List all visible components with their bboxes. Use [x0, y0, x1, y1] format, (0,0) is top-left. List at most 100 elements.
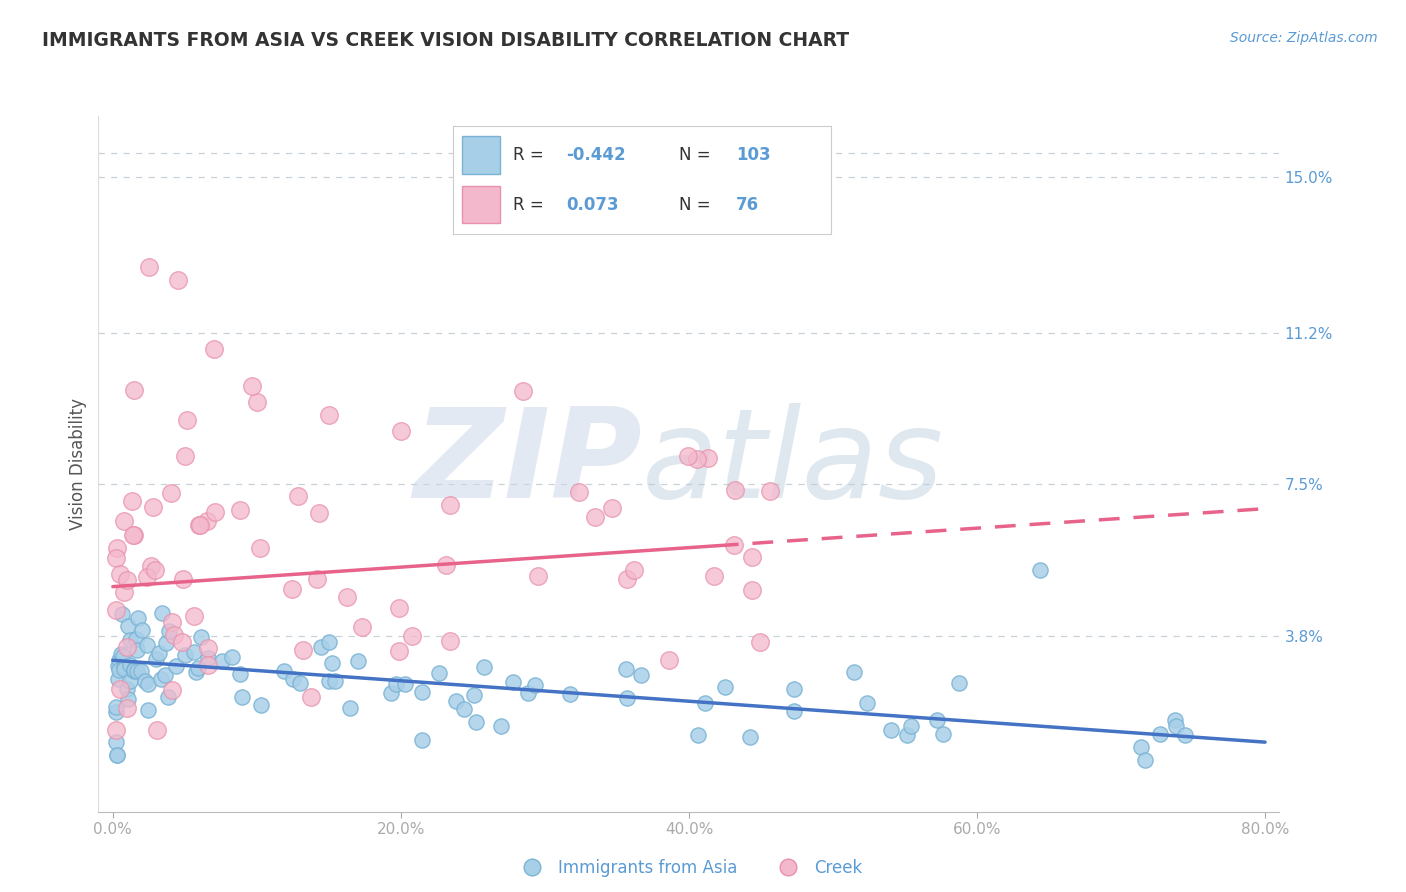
Point [122, 528, 145, 542]
Point [1164, 714, 1187, 728]
Point [783, 704, 806, 718]
Point [104, 735, 127, 749]
Text: ZIP: ZIP [413, 403, 641, 524]
Point [1130, 740, 1153, 755]
Point [228, 667, 250, 681]
Point [896, 728, 918, 742]
Point [163, 628, 186, 642]
Point [197, 651, 219, 665]
Point [311, 640, 333, 654]
Point [104, 723, 127, 737]
Point [240, 379, 263, 393]
Point [122, 528, 145, 542]
Point [388, 601, 411, 615]
Point [104, 550, 127, 565]
Point [149, 672, 172, 686]
Point [339, 701, 361, 715]
Point [502, 675, 524, 690]
Point [472, 659, 495, 673]
Point [512, 384, 534, 399]
Point [188, 518, 211, 533]
Point [465, 715, 488, 730]
Point [748, 634, 770, 648]
Point [688, 728, 710, 742]
Point [614, 662, 637, 676]
Point [658, 653, 681, 667]
Point [411, 733, 433, 747]
Point [900, 719, 922, 733]
Point [741, 582, 763, 597]
Point [347, 654, 370, 668]
Point [183, 645, 205, 659]
Point [211, 654, 233, 668]
Point [568, 485, 591, 500]
Point [307, 572, 329, 586]
Point [380, 686, 402, 700]
Point [108, 663, 131, 677]
Point [150, 606, 173, 620]
Point [697, 451, 720, 466]
Point [129, 664, 152, 678]
Point [678, 449, 700, 463]
Point [127, 610, 149, 624]
Point [204, 505, 226, 519]
Point [221, 650, 243, 665]
Point [1164, 719, 1187, 733]
Point [112, 660, 135, 674]
Point [925, 714, 948, 728]
Point [197, 657, 219, 672]
Point [249, 698, 271, 712]
Point [287, 489, 309, 503]
Point [190, 630, 212, 644]
Point [703, 568, 725, 582]
Point [138, 260, 160, 275]
Point [172, 635, 194, 649]
Point [453, 702, 475, 716]
Point [121, 494, 143, 508]
Point [439, 498, 461, 512]
Point [118, 632, 141, 647]
Point [110, 647, 132, 661]
Point [184, 665, 207, 680]
Point [280, 582, 302, 597]
Point [516, 686, 538, 700]
Point [155, 636, 177, 650]
Point [118, 657, 141, 672]
Point [880, 723, 903, 738]
Point [104, 603, 127, 617]
Point [616, 690, 638, 705]
Point [142, 500, 165, 514]
Point [134, 674, 156, 689]
Point [112, 514, 135, 528]
Point [336, 590, 359, 604]
Point [491, 719, 513, 733]
Point [107, 659, 129, 673]
Point [740, 730, 762, 744]
Point [125, 664, 148, 678]
Point [115, 682, 138, 697]
Point [389, 424, 412, 438]
Point [136, 677, 159, 691]
Point [524, 678, 547, 692]
Point [1173, 728, 1195, 742]
Point [931, 727, 953, 741]
Y-axis label: Vision Disability: Vision Disability [69, 398, 87, 530]
Point [714, 681, 737, 695]
Point [115, 700, 138, 714]
Point [388, 644, 411, 658]
Point [350, 620, 373, 634]
Point [323, 673, 346, 688]
Point [321, 657, 343, 671]
Point [117, 619, 139, 633]
Point [308, 507, 330, 521]
Point [162, 682, 184, 697]
Point [560, 687, 582, 701]
Point [135, 569, 157, 583]
Point [124, 383, 146, 397]
Point [444, 694, 467, 708]
Point [783, 681, 806, 696]
Point [143, 563, 166, 577]
Point [188, 517, 211, 532]
Point [249, 541, 271, 555]
Point [197, 640, 219, 655]
